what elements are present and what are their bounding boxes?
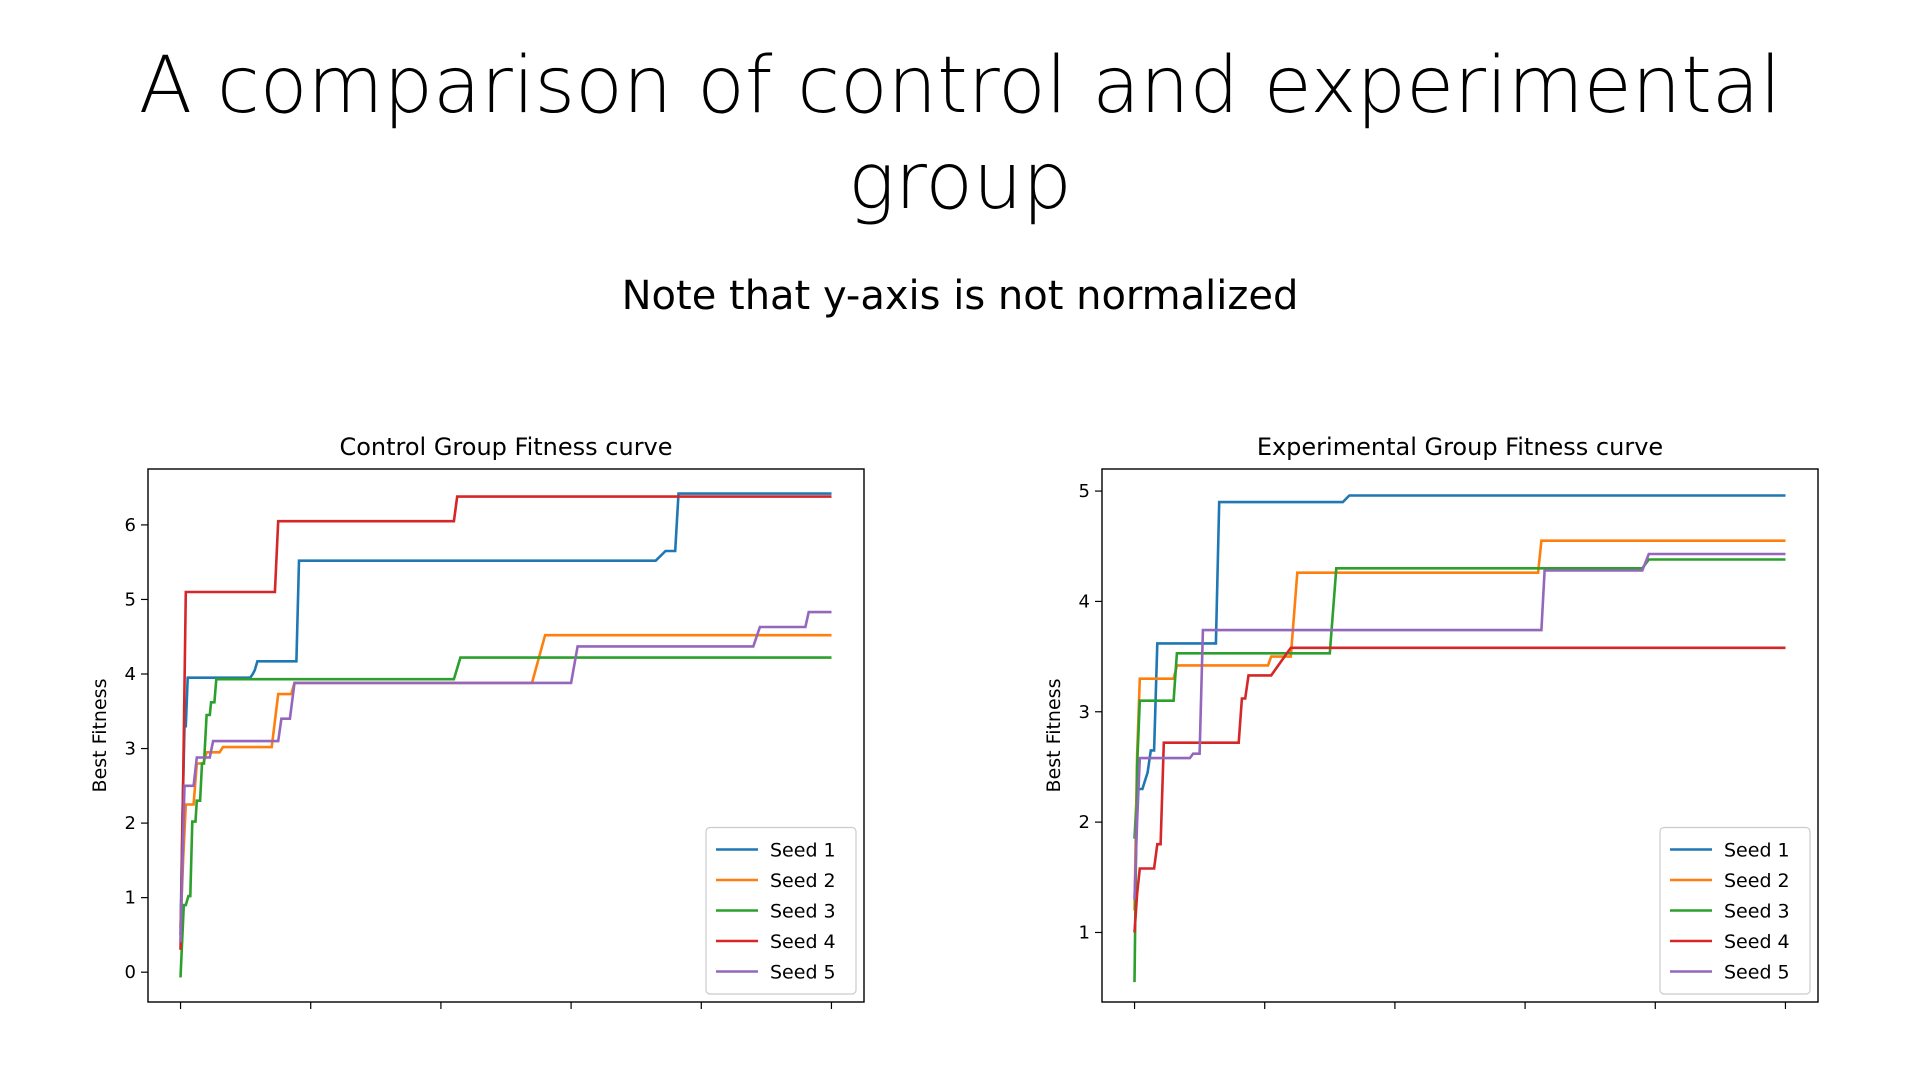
experimental-chart-title: Experimental Group Fitness curve [1257, 433, 1663, 461]
control-legend-label: Seed 5 [770, 962, 836, 984]
control-legend-label: Seed 3 [770, 901, 836, 923]
control-legend-label: Seed 1 [770, 840, 836, 862]
experimental-legend-label: Seed 3 [1724, 901, 1790, 923]
experimental-series-seed-2 [1133, 539, 1786, 911]
experimental-legend-label: Seed 5 [1724, 962, 1790, 984]
control-ylabel: Best Fitness [89, 679, 111, 793]
control-ytick-label: 2 [125, 813, 136, 834]
experimental-legend: Seed 1 Seed 2 Seed 3 Seed 4 Seed 5 [1659, 826, 1811, 995]
control-ytick-label: 6 [125, 515, 136, 536]
control-series-seed-5 [179, 610, 832, 943]
control-group-chart: Control Group Fitness curve 0 1 2 3 4 5 6 Best F… [89, 433, 865, 1009]
experimental-series-seed-4 [1133, 646, 1786, 933]
experimental-ylabel: Best Fitness [1043, 679, 1065, 793]
slide-subtitle: Note that y-axis is not normalized [621, 273, 1299, 319]
slide-title-line2: group [848, 137, 1072, 227]
slide-title: A comparison of control and experimental… [0, 38, 1920, 230]
experimental-plot-frame [1101, 468, 1819, 1003]
control-chart-title: Control Group Fitness curve [339, 433, 672, 461]
experimental-legend-label: Seed 2 [1724, 870, 1790, 892]
experimental-series-seed-1 [1133, 494, 1786, 839]
control-legend-label: Seed 2 [770, 870, 836, 892]
control-ytick-label: 1 [125, 888, 136, 909]
control-legend: Seed 1 Seed 2 Seed 3 Seed 4 Seed 5 [705, 826, 857, 995]
control-ytick-label: 3 [125, 739, 136, 760]
experimental-legend-label: Seed 4 [1724, 931, 1790, 953]
control-legend-box [705, 826, 857, 995]
experimental-legend-box [1659, 826, 1811, 995]
slide-title-line1: A comparison of control and experimental [138, 41, 1782, 131]
control-series-seed-1 [179, 492, 832, 935]
experimental-ytick-label: 3 [1079, 702, 1090, 723]
control-plot-frame [147, 468, 865, 1003]
control-ytick-label: 0 [125, 962, 136, 983]
control-series-seed-3 [179, 656, 832, 978]
experimental-ytick-label: 1 [1079, 922, 1090, 943]
experimental-ytick-label: 4 [1079, 591, 1090, 612]
experimental-series-seed-5 [1133, 552, 1786, 900]
experimental-group-chart: Experimental Group Fitness curve 1 2 3 4 5 Bes… [1043, 433, 1819, 1009]
experimental-ytick-label: 2 [1079, 812, 1090, 833]
control-ytick-label: 4 [125, 664, 136, 685]
experimental-legend-label: Seed 1 [1724, 840, 1790, 862]
experimental-ytick-label: 5 [1079, 481, 1090, 502]
control-series-seed-4 [179, 495, 832, 950]
control-ytick-label: 5 [125, 589, 136, 610]
control-legend-label: Seed 4 [770, 931, 836, 953]
